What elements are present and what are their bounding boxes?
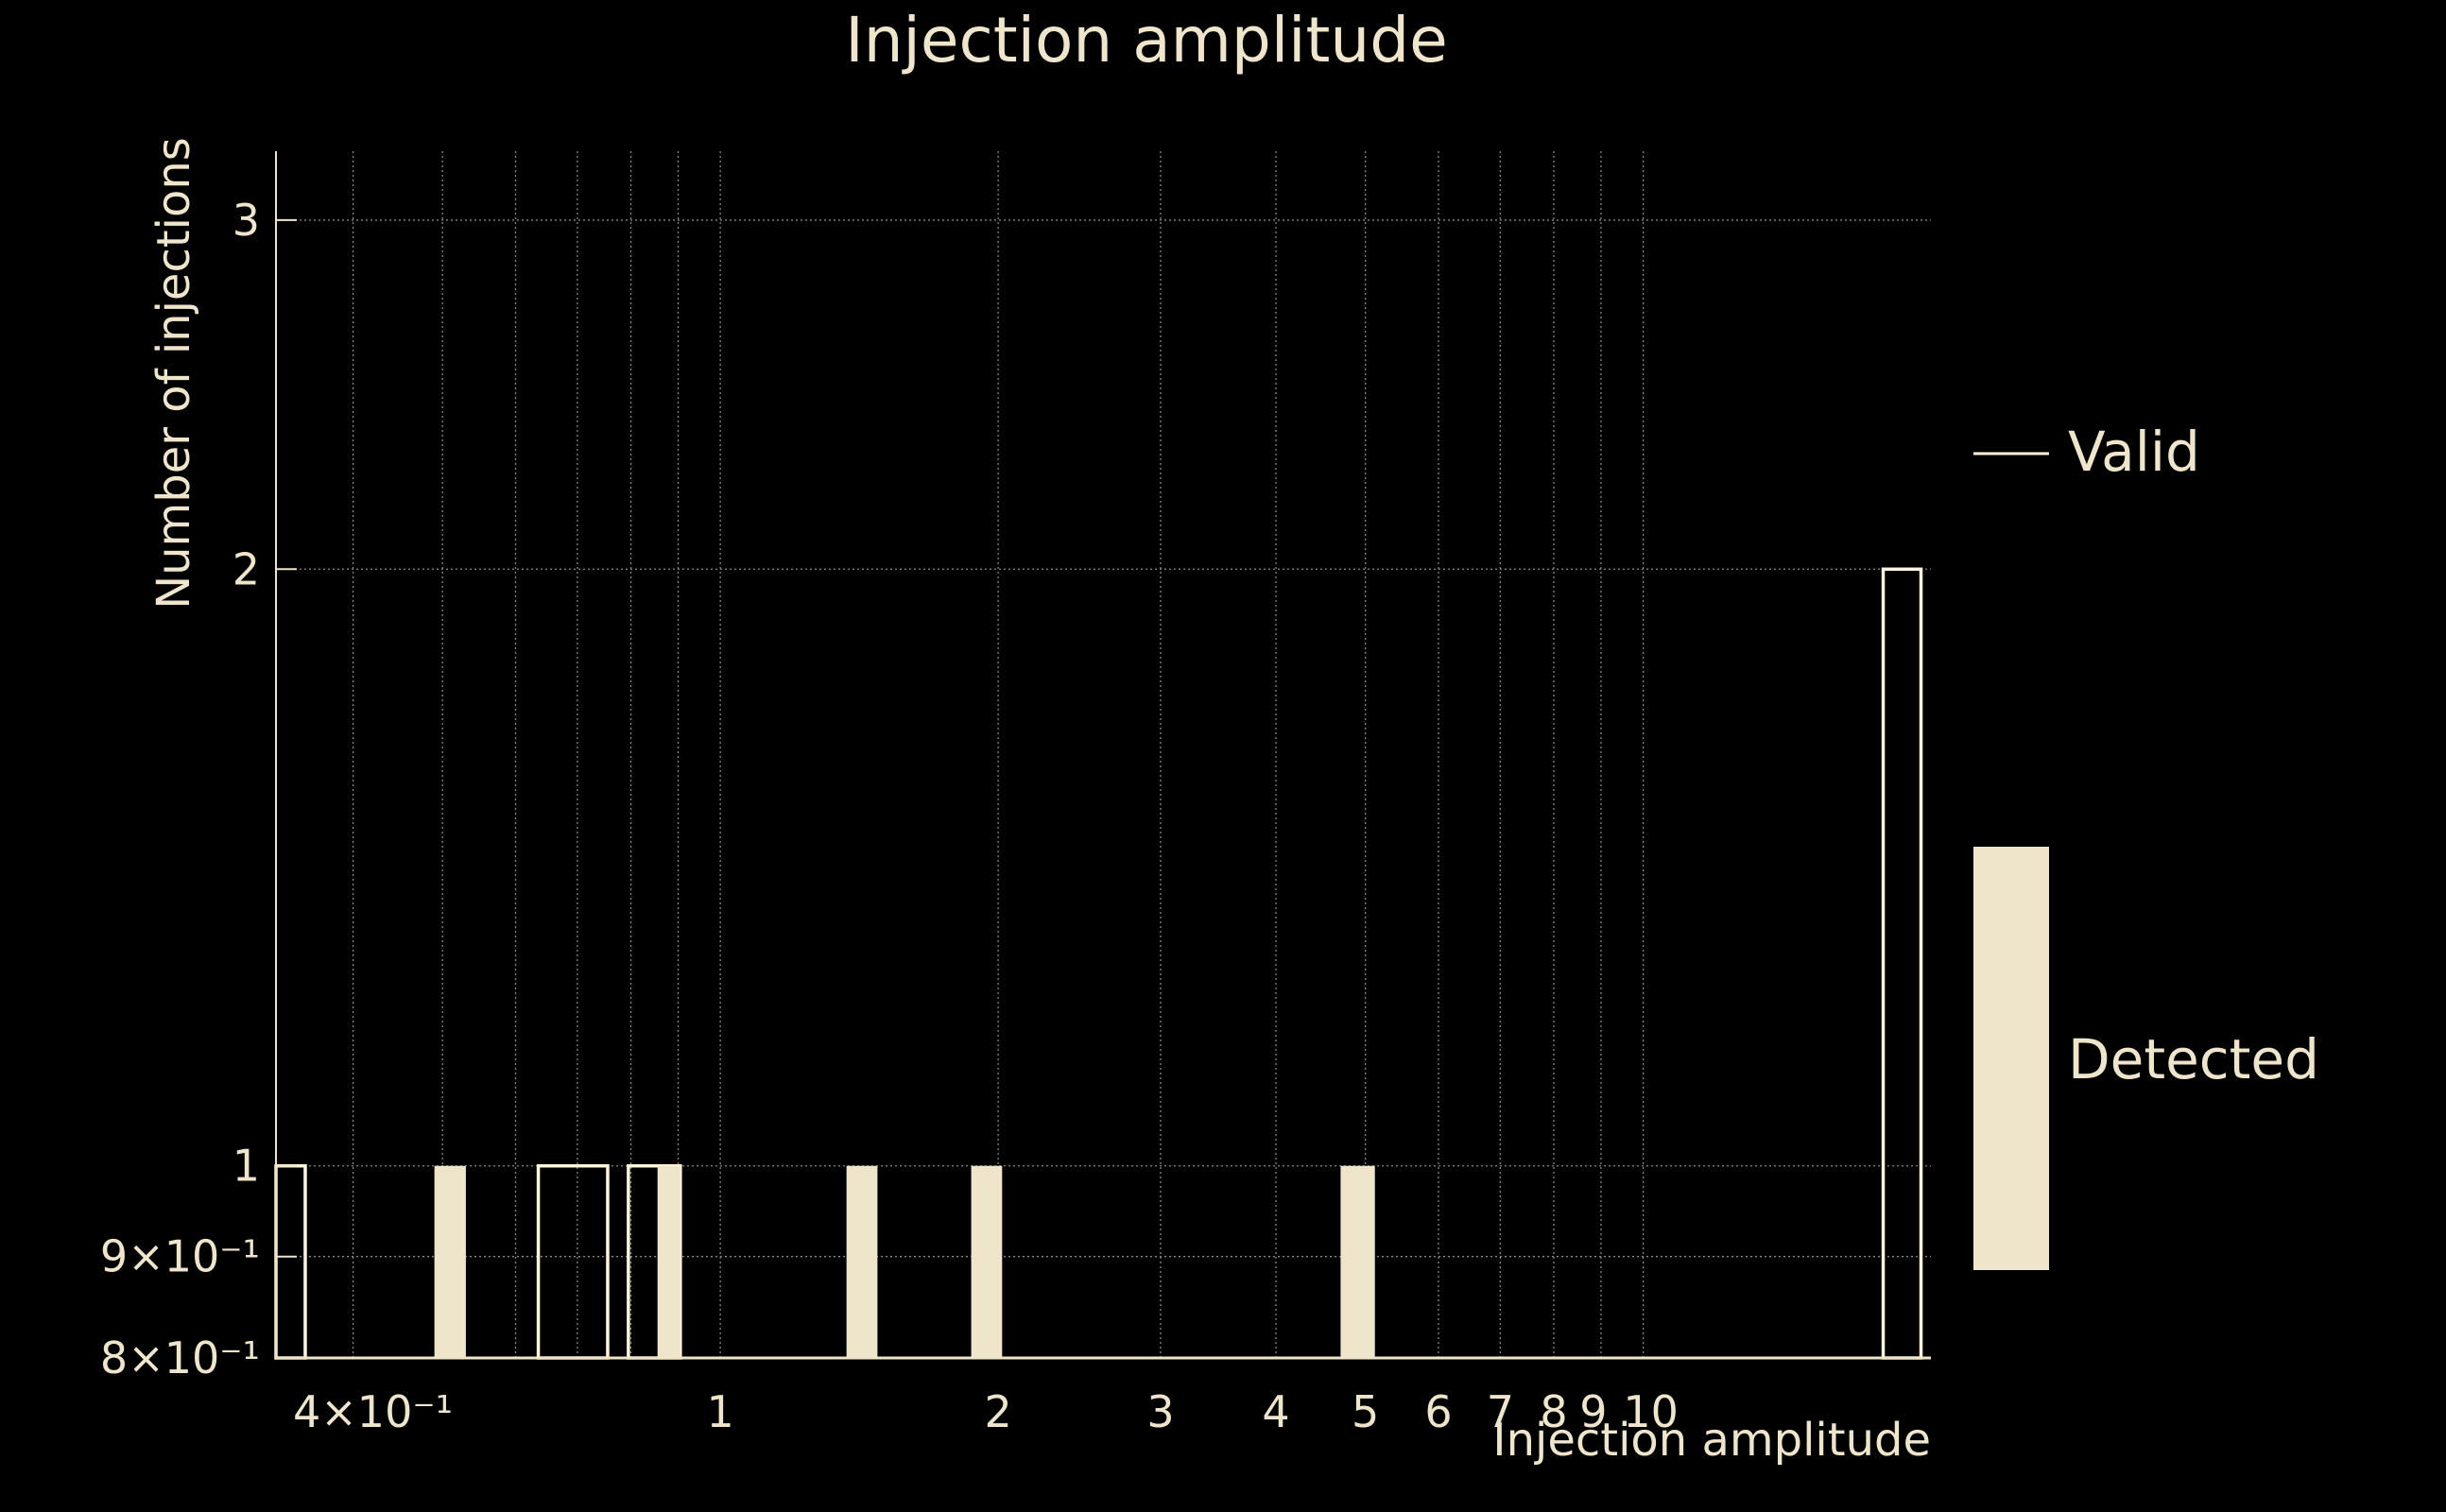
bar-detected xyxy=(971,1165,1003,1358)
x-tick-label: 5 xyxy=(1352,1386,1379,1437)
x-tick-label: 2 xyxy=(984,1386,1011,1437)
x-tick-label: 4×10⁻¹ xyxy=(293,1386,453,1437)
x-tick-label: 6 xyxy=(1424,1386,1452,1437)
chart-title: Injection amplitude xyxy=(845,4,1447,77)
axis-layer: 4×10⁻¹ 1 2 3 4 5 6 7 8 9 10 8×10⁻¹ 9×10⁻¹ 1 2 3 xyxy=(100,151,1931,1437)
x-tick-label: 1 xyxy=(707,1386,734,1437)
x-tick-label: 10 xyxy=(1623,1386,1679,1437)
x-tick-label: 4 xyxy=(1262,1386,1289,1437)
y-tick-label: 2 xyxy=(233,543,260,594)
bar-detected xyxy=(434,1165,466,1358)
y-axis-label: Number of injections xyxy=(147,137,200,610)
bar-detected xyxy=(846,1165,878,1358)
legend-detected-label: Detected xyxy=(2068,1027,2319,1091)
x-axis-label: Injection amplitude xyxy=(1492,1414,1931,1467)
x-tick-label: 3 xyxy=(1146,1386,1174,1437)
bar-layer xyxy=(274,567,1923,1360)
x-tick-label: 9 xyxy=(1579,1386,1607,1437)
x-tick-label: 7 xyxy=(1487,1386,1514,1437)
y-tick-label: 8×10⁻¹ xyxy=(100,1332,260,1383)
bar-detected xyxy=(1340,1165,1375,1358)
legend: Valid Detected xyxy=(1973,420,2319,1270)
legend-valid-label: Valid xyxy=(2068,420,2200,484)
bar-detected xyxy=(657,1165,680,1358)
x-tick-label: 8 xyxy=(1540,1386,1567,1437)
y-tick-label: 9×10⁻¹ xyxy=(100,1231,260,1282)
legend-detected-swatch xyxy=(1973,847,2049,1270)
y-tick-label: 3 xyxy=(233,195,260,246)
y-tick-label: 1 xyxy=(233,1141,260,1192)
